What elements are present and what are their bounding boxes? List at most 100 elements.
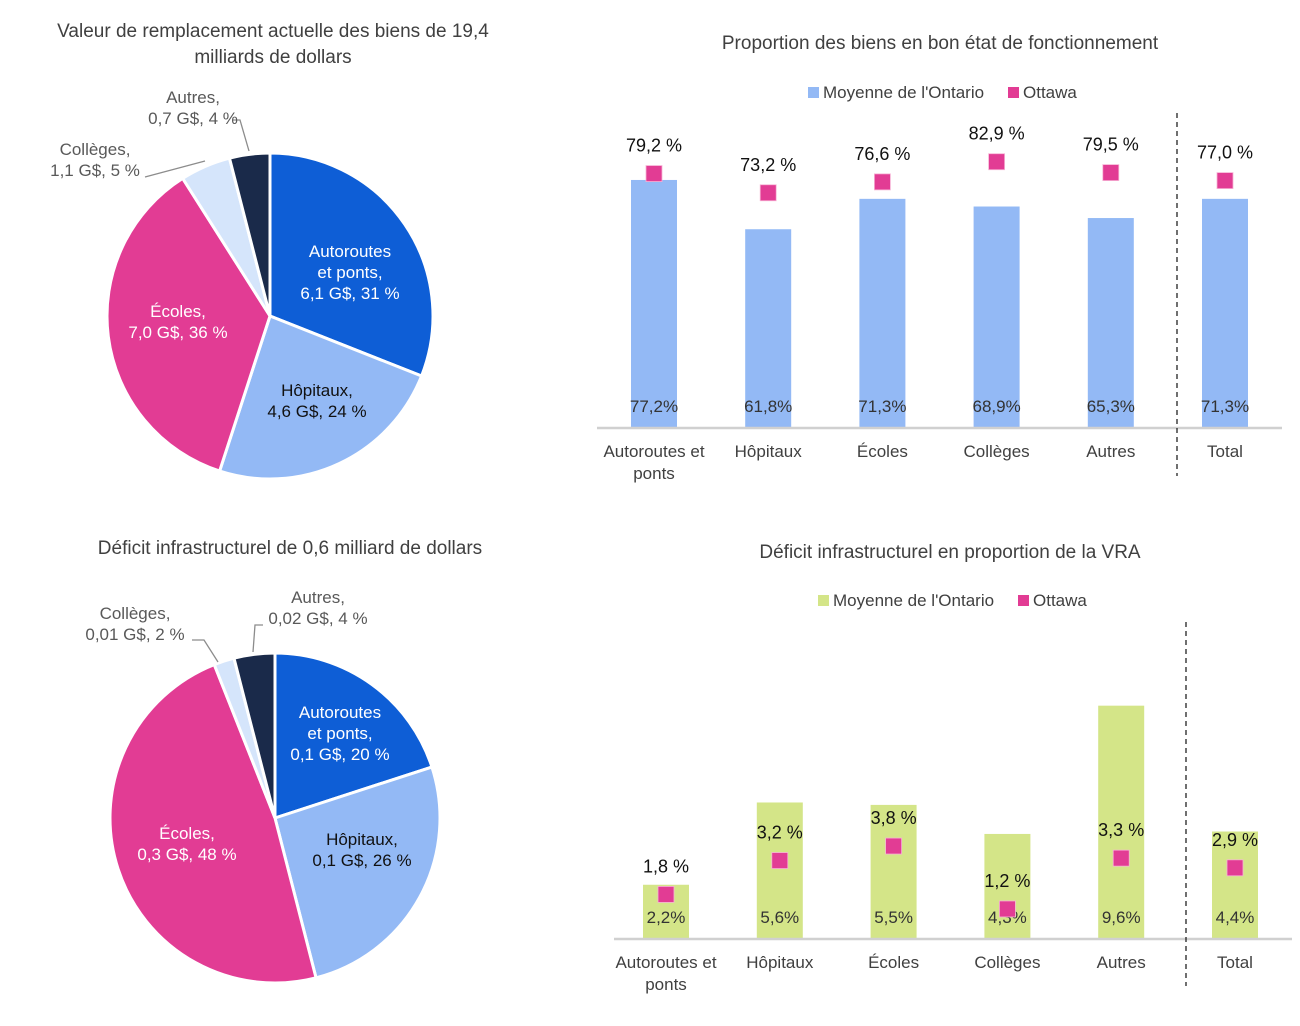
- slice-label-autoroutes-line: Autoroutes: [299, 703, 381, 722]
- bar-ontario: [984, 833, 1031, 938]
- bar-value-label-ontario: 71,3%: [1201, 397, 1249, 416]
- bar-ontario: [1098, 705, 1145, 938]
- marker-ottawa: [1112, 849, 1130, 867]
- marker-ottawa: [657, 886, 675, 903]
- legend-label-ontario: Moyenne de l'Ontario: [823, 83, 984, 102]
- category-label-line: ponts: [645, 975, 687, 994]
- slice-label-colleges-line: Collèges,: [100, 604, 171, 623]
- category-label-line: Écoles: [857, 442, 908, 461]
- category-label: Écoles: [868, 953, 919, 972]
- marker-value-label-ottawa: 79,2 %: [626, 136, 682, 156]
- marker-value-label-ottawa: 3,8 %: [871, 808, 917, 828]
- category-label-line: Total: [1207, 442, 1243, 461]
- category-label: Autres: [1086, 442, 1135, 461]
- slice-label-autres-line: 0,7 G$, 4 %: [148, 109, 238, 128]
- chart-title: Déficit infrastructurel en proportion de…: [759, 542, 1141, 563]
- marker-ottawa: [999, 900, 1016, 918]
- bar-chart-1: Proportion des biens en bon état de fonc…: [597, 33, 1282, 483]
- chart-title: milliards de dollars: [194, 47, 351, 68]
- legend-swatch-ottawa: [1018, 595, 1029, 606]
- slice-label-autoroutes-line: 0,1 G$, 20 %: [290, 745, 389, 764]
- leader-line-autres: [252, 624, 263, 653]
- slice-label-hopitaux-line: Hôpitaux,: [326, 830, 398, 849]
- category-label: Hôpitaux: [735, 442, 803, 461]
- slice-label-ecoles-line: Écoles,: [159, 824, 215, 843]
- bar-value-label-ontario: 5,6%: [760, 908, 799, 927]
- bar-value-label-ontario: 68,9%: [972, 397, 1020, 416]
- category-label: Autres: [1097, 953, 1146, 972]
- category-label-line: Autres: [1086, 442, 1135, 461]
- leader-line-colleges: [144, 160, 206, 178]
- category-label: Total: [1217, 953, 1253, 972]
- bar-ontario: [870, 804, 917, 938]
- marker-value-label-ottawa: 77,0 %: [1197, 143, 1253, 163]
- slice-label-autoroutes-line: 6,1 G$, 31 %: [300, 284, 399, 303]
- pie-slice-ecoles: [105, 176, 272, 473]
- slice-label-hopitaux-line: 4,6 G$, 24 %: [267, 402, 366, 421]
- slice-label-autoroutes: Autoroutes et ponts, 6,1 G$, 31 %: [300, 242, 399, 303]
- bar-ontario: [756, 802, 803, 938]
- bar-value-label-ontario: 5,5%: [874, 908, 913, 927]
- marker-value-label-ottawa: 1,8 %: [643, 856, 689, 876]
- bar-value-label-ontario: 65,3%: [1087, 397, 1135, 416]
- bar-value-label-ontario: 61,8%: [744, 397, 792, 416]
- category-label: Autoroutes et ponts: [615, 953, 716, 994]
- slice-label-hopitaux-line: 0,1 G$, 26 %: [312, 851, 411, 870]
- chart-title: Proportion des biens en bon état de fonc…: [722, 33, 1159, 54]
- pie-slice-hopitaux: [217, 314, 424, 481]
- category-label: Écoles: [857, 442, 908, 461]
- slice-label-colleges: Collèges, 0,01 G$, 2 %: [85, 604, 184, 644]
- marker-ottawa: [1216, 172, 1234, 190]
- pie-slice-hopitaux: [273, 765, 442, 980]
- category-label-line: Écoles: [868, 953, 919, 972]
- legend-label-ottawa: Ottawa: [1023, 83, 1077, 102]
- legend-label-ontario: Moyenne de l'Ontario: [833, 591, 994, 610]
- marker-value-label-ottawa: 1,2 %: [984, 871, 1030, 891]
- slice-label-autres-line: 0,02 G$, 4 %: [268, 609, 367, 628]
- bar-value-label-ontario: 77,2%: [630, 397, 678, 416]
- bar-value-label-ontario: 4,4%: [1216, 908, 1255, 927]
- slice-label-autres: Autres, 0,7 G$, 4 %: [148, 88, 238, 128]
- marker-value-label-ottawa: 2,9 %: [1212, 830, 1258, 850]
- pie-slice-autoroutes: [273, 651, 434, 821]
- chart-title: Déficit infrastructurel de 0,6 milliard …: [98, 538, 482, 559]
- slice-label-autres-line: Autres,: [291, 588, 345, 607]
- slice-label-hopitaux-line: Hôpitaux,: [281, 381, 353, 400]
- slice-label-autres-line: Autres,: [166, 88, 220, 107]
- marker-ottawa: [645, 165, 663, 182]
- category-label: Collèges: [974, 953, 1040, 972]
- pie-slice-autres: [227, 151, 272, 317]
- bar-ontario: [631, 179, 677, 427]
- marker-value-label-ottawa: 82,9 %: [969, 124, 1025, 144]
- marker-value-label-ottawa: 3,2 %: [757, 823, 803, 843]
- bar-value-label-ontario: 9,6%: [1102, 908, 1141, 927]
- slice-label-ecoles-line: 0,3 G$, 48 %: [137, 845, 236, 864]
- bar-ontario: [1087, 218, 1134, 427]
- pie-slice-autres: [232, 651, 277, 819]
- slice-label-autoroutes-line: et ponts,: [307, 724, 372, 743]
- category-label-line: Collèges: [964, 442, 1030, 461]
- bar-value-label-ontario: 71,3%: [858, 397, 906, 416]
- bar-ontario: [1202, 198, 1248, 427]
- slice-label-colleges-line: 1,1 G$, 5 %: [50, 161, 140, 180]
- slice-label-colleges: Collèges, 1,1 G$, 5 %: [50, 140, 140, 180]
- slice-label-ecoles-line: Écoles,: [150, 302, 206, 321]
- slice-label-autoroutes-line: et ponts,: [317, 263, 382, 282]
- slice-label-autoroutes-line: Autoroutes: [309, 242, 391, 261]
- marker-ottawa: [1102, 164, 1120, 182]
- category-label-line: ponts: [633, 464, 675, 483]
- category-label-line: Autoroutes et: [603, 442, 704, 461]
- pie-slice-ecoles: [108, 662, 318, 985]
- category-label-line: Autoroutes et: [615, 953, 716, 972]
- slice-label-colleges-line: 0,01 G$, 2 %: [85, 625, 184, 644]
- bar-chart-3: Déficit infrastructurel en proportion de…: [614, 542, 1292, 994]
- legend-label-ottawa: Ottawa: [1033, 591, 1087, 610]
- marker-value-label-ottawa: 3,3 %: [1098, 820, 1144, 840]
- legend-swatch-ottawa: [1008, 87, 1019, 98]
- bar-ontario: [745, 229, 792, 427]
- marker-value-label-ottawa: 79,5 %: [1083, 135, 1139, 155]
- category-label-line: Collèges: [974, 953, 1040, 972]
- category-label-line: Hôpitaux: [735, 442, 803, 461]
- pie-chart-2: Déficit infrastructurel de 0,6 milliard …: [85, 538, 482, 985]
